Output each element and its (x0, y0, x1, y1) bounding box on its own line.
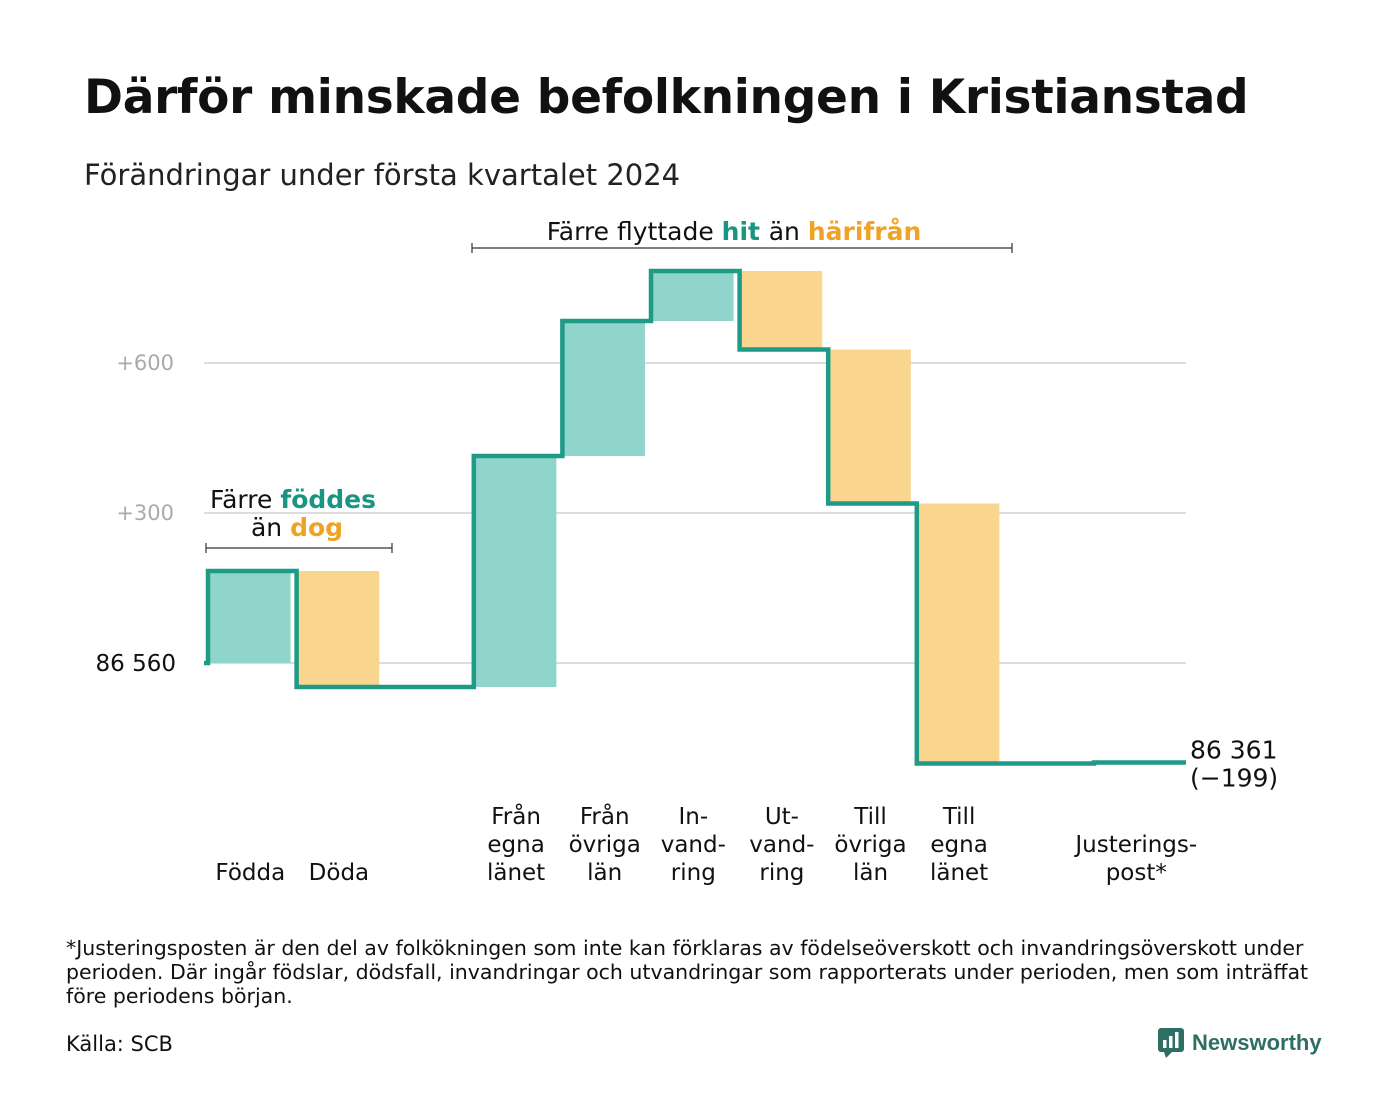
category-label: vand- (749, 832, 814, 858)
category-label: egna (930, 832, 987, 858)
brand-logo: Newsworthy (1158, 1028, 1322, 1058)
y-tick-label: +300 (116, 501, 174, 525)
end-value-label: 86 361 (1190, 736, 1277, 765)
category-label: Ut- (765, 804, 799, 830)
chart-subtitle: Förändringar under första kvartalet 2024 (84, 158, 681, 192)
waterfall-bar (473, 456, 557, 687)
category-label: vand- (661, 832, 726, 858)
category-label: Till (942, 804, 976, 830)
waterfall-bar (739, 271, 823, 350)
births-annotation-line2: än dog (251, 513, 343, 542)
step-line (204, 268, 1186, 766)
category-label: län (853, 860, 888, 886)
migration-annotation: Färre flyttade hit än härifrån (547, 217, 922, 246)
category-label: In- (678, 804, 708, 830)
category-label: län (587, 860, 622, 886)
newsworthy-logo-icon (1158, 1028, 1184, 1058)
chart-title: Därför minskade befolkningen i Kristians… (84, 70, 1249, 125)
category-label: Döda (309, 860, 369, 886)
births-annotation-line1: Färre föddes (210, 485, 376, 514)
category-label: post* (1106, 860, 1167, 886)
waterfall-bar (916, 503, 1000, 764)
footnote: *Justeringsposten är den del av folkökni… (66, 936, 1309, 1008)
end-change-label: (−199) (1190, 764, 1278, 793)
category-label: Justerings- (1073, 832, 1197, 858)
category-label: ring (759, 860, 804, 886)
category-label: länet (487, 860, 545, 886)
category-label: ring (671, 860, 716, 886)
category-label: övriga (569, 832, 641, 858)
source-note: Källa: SCB (66, 1032, 173, 1056)
category-label: Till (853, 804, 887, 830)
waterfall-bar (296, 571, 380, 687)
y-tick-label: +600 (116, 351, 174, 375)
category-label: Födda (215, 860, 285, 886)
category-label: övriga (834, 832, 906, 858)
category-label: Från (491, 802, 541, 830)
waterfall-bar (562, 321, 645, 456)
waterfall-bar (208, 571, 291, 663)
category-label: Från (580, 802, 630, 830)
start-value-label: 86 560 (96, 651, 176, 677)
waterfall-bar (651, 271, 734, 321)
category-label: egna (487, 832, 544, 858)
category-label: länet (930, 860, 988, 886)
brand-name: Newsworthy (1192, 1030, 1322, 1055)
waterfall-bar (828, 349, 911, 504)
